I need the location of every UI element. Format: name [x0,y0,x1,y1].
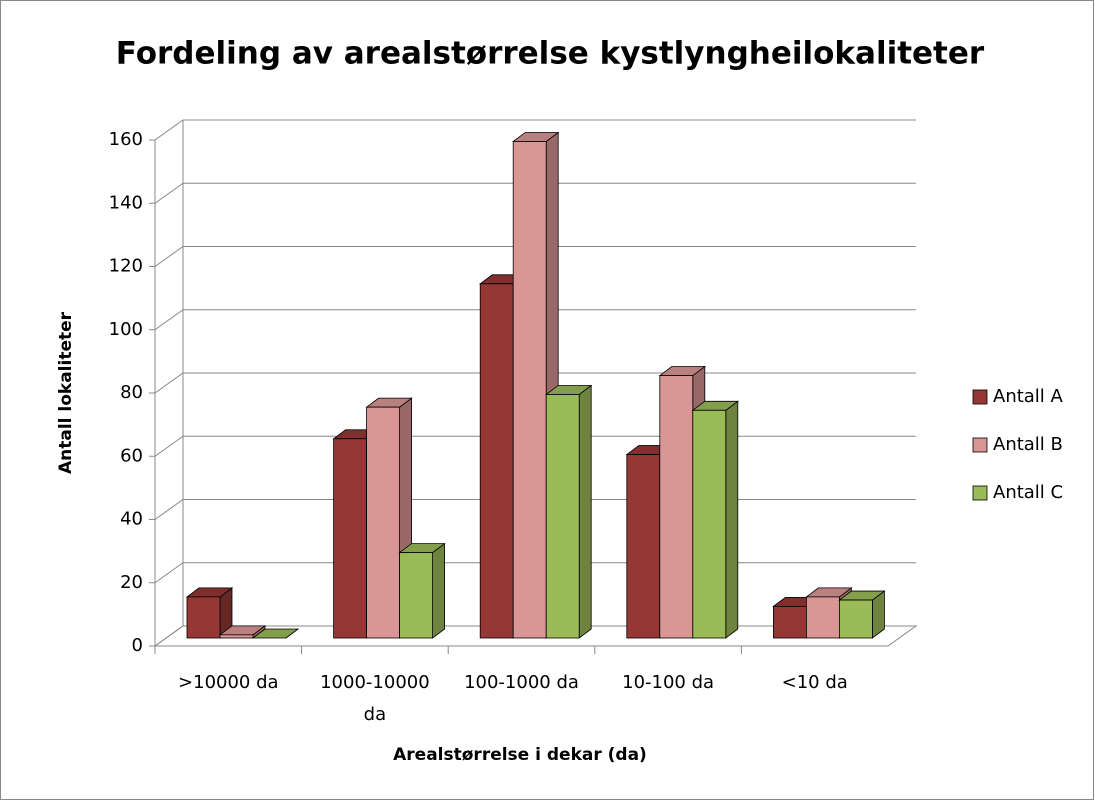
y-tick-label: 100 [109,319,143,340]
legend-label: Antall B [993,434,1063,455]
bar [218,625,267,639]
bar-front [839,599,873,639]
y-tick-label: 0 [132,635,143,656]
bar [691,400,739,639]
x-tick-label: 10-100 da [622,672,714,693]
bar-front [692,409,727,639]
y-tick-label: 160 [109,129,143,150]
bar-front [333,438,368,639]
legend-label: Antall C [993,482,1063,503]
bar-side [725,400,739,639]
bar [545,384,593,639]
legend-swatch [972,437,988,453]
bar-front [659,375,694,639]
chart-title: Fordeling av arealstørrelse kystlyngheil… [116,36,985,72]
bar-front [626,454,661,639]
bar [398,542,446,639]
grid-line [154,309,916,331]
bar-front [545,394,580,639]
bar-side [432,542,445,639]
x-tick-label: 100-1000 da [464,672,579,693]
legend-swatch [972,389,988,405]
bar-front [186,596,221,639]
legend-label: Antall A [993,386,1064,407]
bar-front [479,283,514,639]
y-tick-label: 140 [109,192,143,213]
x-tick-label: <10 da [782,672,848,693]
grid-line [154,182,916,204]
bar [838,590,886,639]
bar-front [773,605,807,639]
y-axis-title: Antall lokaliteter [56,311,76,474]
bar [251,628,300,639]
x-tick-label: >10000 da [178,672,279,693]
x-tick-label: 1000-10000 da [320,672,430,725]
y-tick-label: 40 [120,509,143,530]
bar-front [399,552,434,639]
bar-front [512,141,547,639]
y-tick-label: 20 [120,572,143,593]
y-tick-label: 60 [120,445,143,466]
grid-line [154,119,916,141]
bar [185,587,234,639]
bar-front [806,596,840,639]
y-tick-label: 80 [120,382,143,403]
y-tick-label: 120 [109,256,143,277]
grid-line [154,246,916,267]
bar-front [219,634,254,639]
bar-front [366,406,401,639]
bar-top [251,628,300,639]
legend-swatch [972,485,988,501]
x-axis-title: Arealstørrelse i dekar (da) [393,745,647,765]
bar-side [578,384,592,639]
